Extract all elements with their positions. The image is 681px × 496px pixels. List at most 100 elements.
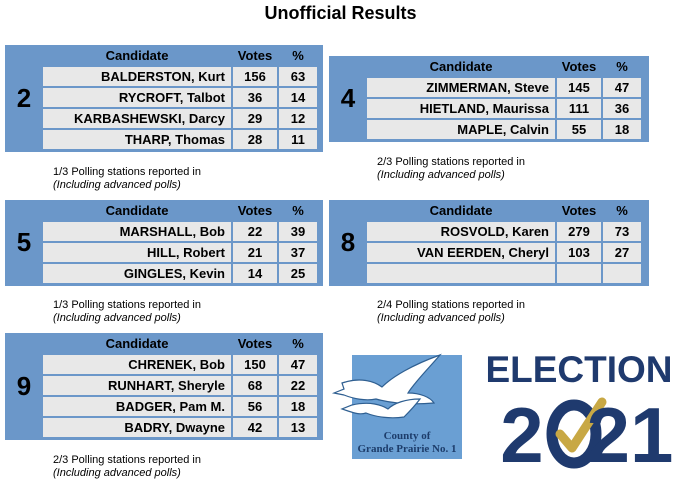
- candidate-pct: 13: [279, 418, 317, 437]
- candidate-votes: [557, 264, 601, 283]
- table-row: BADRY, Dwayne 42 13: [43, 417, 319, 438]
- table-header: Candidate Votes %: [43, 333, 319, 354]
- election-word: ELECTION: [486, 350, 672, 390]
- candidate-name: HIETLAND, Maurissa: [367, 99, 555, 118]
- candidate-pct: [603, 264, 641, 283]
- candidate-name: RUNHART, Sheryle: [43, 376, 231, 395]
- candidate-votes: 56: [233, 397, 277, 416]
- checkmark-zero-icon: [546, 397, 607, 469]
- candidate-name: VAN EERDEN, Cheryl: [367, 243, 555, 262]
- candidate-votes: 21: [233, 243, 277, 262]
- table-row: BALDERSTON, Kurt 156 63: [43, 66, 319, 87]
- candidate-name: ROSVOLD, Karen: [367, 222, 555, 241]
- candidate-pct: 47: [279, 355, 317, 374]
- candidate-name: MAPLE, Calvin: [367, 120, 555, 139]
- header-candidate: Candidate: [429, 203, 493, 218]
- candidate-votes: 55: [557, 120, 601, 139]
- candidate-name: BALDERSTON, Kurt: [43, 67, 231, 86]
- candidate-pct: 73: [603, 222, 641, 241]
- candidate-votes: 22: [233, 222, 277, 241]
- table-row: VAN EERDEN, Cheryl 103 27: [367, 242, 643, 263]
- candidate-votes: 279: [557, 222, 601, 241]
- table-row: GINGLES, Kevin 14 25: [43, 263, 319, 284]
- ward-5-table: 5 Candidate Votes % MARSHALL, Bob 22 39 …: [5, 200, 323, 286]
- ward-number: 9: [16, 371, 32, 401]
- candidate-votes: 28: [233, 130, 277, 149]
- polling-note: (Including advanced polls): [377, 169, 505, 181]
- candidate-name: RYCROFT, Talbot: [43, 88, 231, 107]
- header-pct: %: [292, 48, 304, 63]
- ward-8-table: 8 Candidate Votes % ROSVOLD, Karen 279 7…: [329, 200, 649, 286]
- ward-number: 8: [340, 227, 356, 257]
- polling-status: 1/3 Polling stations reported in: [53, 166, 201, 178]
- table-row: CHRENEK, Bob 150 47: [43, 354, 319, 375]
- county-logo-line1: County of: [384, 430, 431, 442]
- candidate-pct: 18: [603, 120, 641, 139]
- candidate-votes: 150: [233, 355, 277, 374]
- table-row: HIETLAND, Maurissa 111 36: [367, 98, 643, 119]
- polling-note: (Including advanced polls): [53, 312, 181, 324]
- polling-status: 2/3 Polling stations reported in: [377, 156, 525, 168]
- polling-note: (Including advanced polls): [377, 312, 505, 324]
- ward-9-table: 9 Candidate Votes % CHRENEK, Bob 150 47 …: [5, 333, 323, 440]
- election-2021-logo: ELECTION 2 21: [486, 350, 672, 470]
- table-row: KARBASHEWSKI, Darcy 29 12: [43, 108, 319, 129]
- header-pct: %: [292, 203, 304, 218]
- table-header: Candidate Votes %: [43, 45, 319, 66]
- ward-number: 4: [340, 83, 356, 113]
- candidate-votes: 68: [233, 376, 277, 395]
- election-year-suffix: 21: [587, 391, 672, 470]
- table-row: MARSHALL, Bob 22 39: [43, 221, 319, 242]
- candidate-name: CHRENEK, Bob: [43, 355, 231, 374]
- table-row: THARP, Thomas 28 11: [43, 129, 319, 150]
- candidate-votes: 145: [557, 78, 601, 97]
- polling-note: (Including advanced polls): [53, 179, 181, 191]
- header-candidate: Candidate: [429, 59, 493, 74]
- table-header: Candidate Votes %: [43, 200, 319, 221]
- header-votes: Votes: [561, 203, 597, 218]
- candidate-votes: 111: [557, 99, 601, 118]
- table-row: ZIMMERMAN, Steve 145 47: [367, 77, 643, 98]
- candidate-name: HILL, Robert: [43, 243, 231, 262]
- ward-9-note: 2/3 Polling stations reported in (Includ…: [53, 454, 201, 480]
- table-row: BADGER, Pam M. 56 18: [43, 396, 319, 417]
- polling-status: 2/3 Polling stations reported in: [53, 454, 201, 466]
- table-row: ROSVOLD, Karen 279 73: [367, 221, 643, 242]
- table-row: [367, 263, 643, 284]
- county-logo: County of Grande Prairie No. 1: [331, 353, 462, 459]
- candidate-name: GINGLES, Kevin: [43, 264, 231, 283]
- header-candidate: Candidate: [105, 48, 169, 63]
- candidate-pct: 47: [603, 78, 641, 97]
- header-votes: Votes: [237, 336, 273, 351]
- table-row: MAPLE, Calvin 55 18: [367, 119, 643, 140]
- header-pct: %: [292, 336, 304, 351]
- candidate-name: ZIMMERMAN, Steve: [367, 78, 555, 97]
- goose-icon: [331, 353, 442, 419]
- candidate-pct: 12: [279, 109, 317, 128]
- polling-note: (Including advanced polls): [53, 467, 181, 479]
- candidate-pct: 22: [279, 376, 317, 395]
- ward-4-note: 2/3 Polling stations reported in (Includ…: [377, 156, 525, 182]
- table-row: RYCROFT, Talbot 36 14: [43, 87, 319, 108]
- header-pct: %: [616, 203, 628, 218]
- county-logo-line2: Grande Prairie No. 1: [358, 443, 457, 455]
- candidate-name: THARP, Thomas: [43, 130, 231, 149]
- table-row: HILL, Robert 21 37: [43, 242, 319, 263]
- election-year-prefix: 2: [500, 391, 543, 470]
- ward-8-note: 2/4 Polling stations reported in (Includ…: [377, 299, 525, 325]
- ward-2-table: 2 Candidate Votes % BALDERSTON, Kurt 156…: [5, 45, 323, 152]
- candidate-name: BADRY, Dwayne: [43, 418, 231, 437]
- table-header: Candidate Votes %: [367, 56, 643, 77]
- candidate-votes: 156: [233, 67, 277, 86]
- candidate-pct: 37: [279, 243, 317, 262]
- header-votes: Votes: [237, 203, 273, 218]
- candidate-pct: 18: [279, 397, 317, 416]
- ward-4-table: 4 Candidate Votes % ZIMMERMAN, Steve 145…: [329, 56, 649, 142]
- header-votes: Votes: [237, 48, 273, 63]
- candidate-name: KARBASHEWSKI, Darcy: [43, 109, 231, 128]
- candidate-name: BADGER, Pam M.: [43, 397, 231, 416]
- header-candidate: Candidate: [105, 203, 169, 218]
- candidate-pct: 36: [603, 99, 641, 118]
- candidate-pct: 27: [603, 243, 641, 262]
- candidate-pct: 63: [279, 67, 317, 86]
